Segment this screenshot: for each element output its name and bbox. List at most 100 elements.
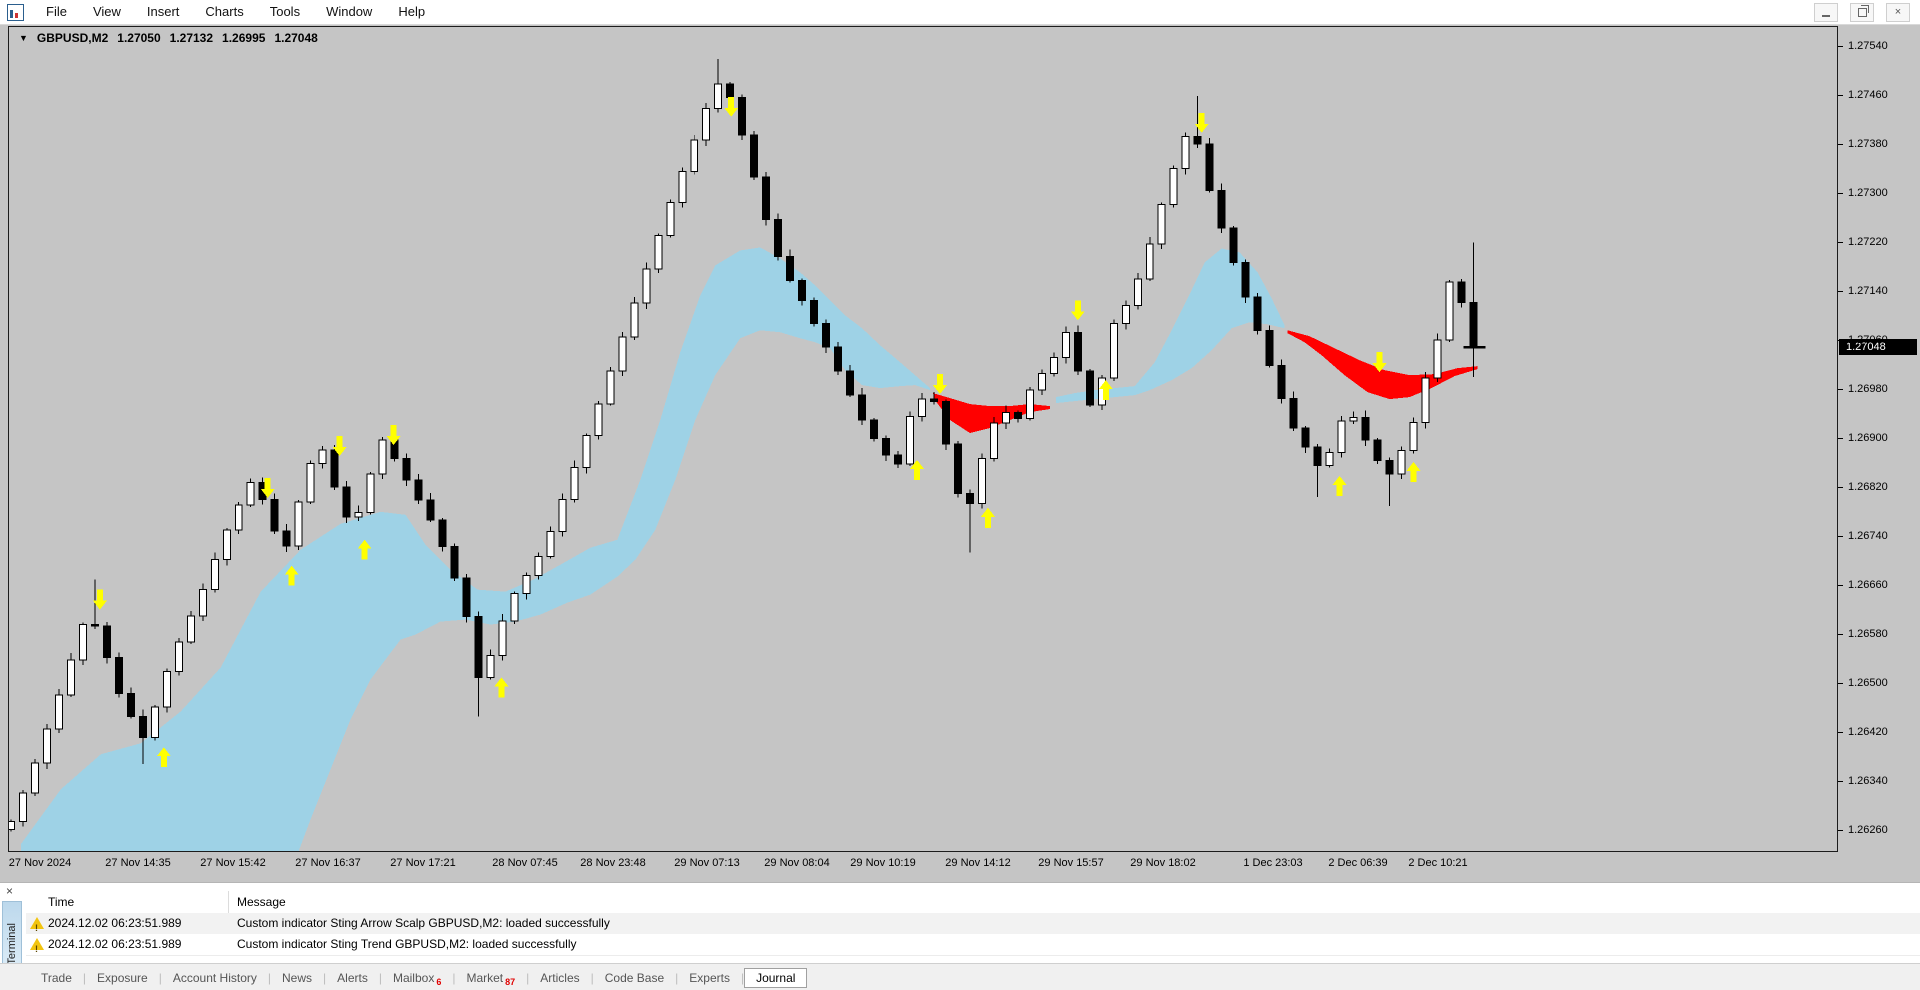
candle-down xyxy=(1265,329,1274,366)
tab-articles[interactable]: Articles xyxy=(529,969,590,987)
time-axis-label: 28 Nov 23:48 xyxy=(580,857,646,869)
chart-high-value: 1.27132 xyxy=(169,31,214,45)
candle-down xyxy=(438,519,447,547)
app-icon[interactable] xyxy=(7,3,24,21)
candle-down xyxy=(870,419,879,440)
terminal-close-icon[interactable]: × xyxy=(6,884,14,898)
menu-file[interactable]: File xyxy=(46,4,67,19)
tab-separator: | xyxy=(267,970,272,985)
candle-up xyxy=(42,728,51,764)
time-axis[interactable]: 27 Nov 2024 27 Nov 14:35 27 Nov 15:42 27 No… xyxy=(0,856,1838,872)
candle-up xyxy=(210,559,219,591)
price-axis-label: 1.27540 xyxy=(1848,40,1888,52)
candle-down xyxy=(402,457,411,481)
tab-separator: | xyxy=(675,970,679,985)
candle-down xyxy=(1289,398,1298,429)
candle-up xyxy=(198,589,207,617)
window-controls: × xyxy=(1814,2,1920,22)
warning-icon xyxy=(30,938,44,960)
down-arrow-icon xyxy=(1194,112,1209,133)
time-axis-label: 27 Nov 15:42 xyxy=(200,857,266,869)
chart-dropdown-icon[interactable]: ▼ xyxy=(19,33,28,43)
chart-plot-area[interactable]: ▼ GBPUSD,M2 1.27050 1.27132 1.26995 1.27… xyxy=(8,26,1838,852)
tab-trade[interactable]: Trade xyxy=(30,969,83,987)
price-chart[interactable] xyxy=(9,27,1837,851)
indicator-bands xyxy=(20,247,1478,851)
up-arrow-icon xyxy=(494,677,509,698)
chart-ohlc-line: ▼ GBPUSD,M2 1.27050 1.27132 1.26995 1.27… xyxy=(19,31,318,45)
tab-news[interactable]: News xyxy=(271,969,323,987)
price-axis-tick xyxy=(1838,144,1843,145)
time-axis-label: 28 Nov 07:45 xyxy=(492,857,558,869)
price-axis-label: 1.26580 xyxy=(1848,628,1888,640)
chart-window: ▼ GBPUSD,M2 1.27050 1.27132 1.26995 1.27… xyxy=(0,24,1920,882)
price-axis-label: 1.26980 xyxy=(1848,383,1888,395)
close-button[interactable]: × xyxy=(1886,2,1910,22)
column-header-message[interactable]: Message xyxy=(237,895,286,909)
tab-alerts[interactable]: Alerts xyxy=(326,969,379,987)
candle-up xyxy=(522,575,531,595)
price-axis-tick xyxy=(1838,193,1843,194)
tab-account-history[interactable]: Account History xyxy=(162,969,268,987)
candle-down xyxy=(834,346,843,372)
time-axis-label: 29 Nov 18:02 xyxy=(1130,857,1196,869)
price-axis[interactable]: 1.27048 1.27540 1.27460 1.27380 1.27300 1.27… xyxy=(1838,26,1920,852)
menu-window[interactable]: Window xyxy=(326,4,373,19)
tab-label: Code Base xyxy=(604,970,665,985)
price-axis-label: 1.27300 xyxy=(1848,187,1888,199)
price-axis-tick xyxy=(1838,95,1843,96)
journal-row-message: Custom indicator Sting Trend GBPUSD,M2: … xyxy=(237,937,577,951)
candle-up xyxy=(1061,331,1070,358)
candle-down xyxy=(1205,143,1214,192)
journal-row-time: 2024.12.02 06:23:51.989 xyxy=(48,916,182,930)
candle-up xyxy=(546,530,555,557)
menu-tools[interactable]: Tools xyxy=(269,4,301,19)
candle-down xyxy=(1469,301,1478,348)
tab-exposure[interactable]: Exposure xyxy=(86,969,159,987)
candle-down xyxy=(462,577,471,618)
tab-market[interactable]: Market 87 xyxy=(455,969,526,987)
menu-insert[interactable]: Insert xyxy=(146,4,180,19)
candle-up xyxy=(690,139,699,172)
up-arrow-icon xyxy=(284,565,299,586)
menu-help[interactable]: Help xyxy=(398,4,426,19)
time-axis-label: 27 Nov 14:35 xyxy=(105,857,171,869)
price-axis-label: 1.27380 xyxy=(1848,138,1888,150)
journal-row[interactable]: 2024.12.02 06:23:51.989 Custom indicator … xyxy=(26,934,1920,960)
candle-down xyxy=(953,443,962,494)
up-arrow-icon xyxy=(1406,461,1421,482)
journal-row[interactable]: 2024.12.02 06:23:51.989 Custom indicator … xyxy=(26,913,1920,939)
candle-up xyxy=(606,370,615,405)
candle-up xyxy=(354,511,363,518)
candle-up xyxy=(1025,389,1034,419)
tab-mailbox[interactable]: Mailbox 6 xyxy=(382,969,452,987)
candle-down xyxy=(1457,281,1466,303)
candle-up xyxy=(558,499,567,532)
tab-label: Market xyxy=(466,970,504,985)
tab-code-base[interactable]: Code Base xyxy=(594,969,675,987)
tab-label: News xyxy=(282,970,313,985)
tab-separator: | xyxy=(378,970,382,985)
column-header-time[interactable]: Time xyxy=(48,895,75,909)
tab-label: Alerts xyxy=(337,970,368,985)
candle-up xyxy=(702,108,711,141)
menu-charts[interactable]: Charts xyxy=(205,4,244,19)
tab-experts[interactable]: Experts xyxy=(678,969,741,987)
candle-down xyxy=(1193,136,1202,145)
tab-badge-count: 87 xyxy=(505,976,516,987)
price-axis-label: 1.26500 xyxy=(1848,677,1888,689)
candle-down xyxy=(1301,427,1310,448)
price-axis-tick xyxy=(1838,732,1843,733)
candle-up xyxy=(666,202,675,236)
terminal-side-tab-label: Terminal xyxy=(6,923,18,965)
minimize-icon xyxy=(1822,14,1830,17)
up-arrow-icon xyxy=(156,747,171,768)
tab-journal[interactable]: Journal xyxy=(744,967,808,988)
restore-button[interactable] xyxy=(1850,2,1874,22)
menu-view[interactable]: View xyxy=(92,4,121,19)
price-axis-label: 1.26260 xyxy=(1848,824,1888,836)
minimize-button[interactable] xyxy=(1814,2,1838,22)
candle-up xyxy=(318,449,327,464)
candle-up xyxy=(9,821,15,831)
journal-table: Time Message 2024.12.02 06:23:51.989 Cust… xyxy=(26,883,1920,963)
